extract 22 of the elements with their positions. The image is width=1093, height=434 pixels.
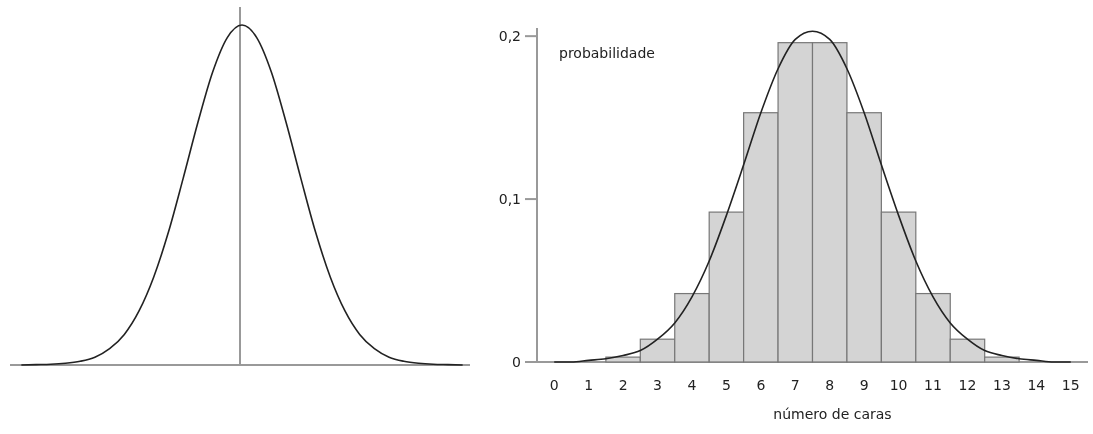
x-axis-title: número de caras: [773, 406, 892, 422]
x-tick-label: 10: [889, 377, 908, 393]
y-tick-label: 0: [512, 353, 521, 370]
x-tick-label: 12: [958, 377, 977, 393]
y-axis-title: probabilidade: [559, 45, 655, 61]
x-tick-label: 5: [721, 377, 731, 393]
x-tick-label: 9: [859, 377, 869, 393]
y-tick-label: 0,1: [498, 190, 521, 207]
line-series: [553, 30, 1072, 363]
x-tick-label: 8: [825, 377, 835, 393]
x-tick-label: 11: [924, 377, 942, 393]
x-tick-label: 2: [618, 377, 628, 393]
x-tick-label: 13: [992, 377, 1011, 393]
x-tick-label: 14: [1027, 377, 1046, 393]
y-tick-label: 0,2: [498, 28, 521, 45]
x-tick-label: 4: [687, 377, 697, 393]
x-tick-label: 1: [584, 377, 594, 393]
x-tick-label: 15: [1061, 377, 1080, 393]
x-tick-label: 0: [549, 377, 559, 393]
x-tick-label: 3: [653, 377, 662, 393]
x-tick-label: 7: [790, 377, 800, 393]
x-tick-label: 6: [756, 377, 766, 393]
